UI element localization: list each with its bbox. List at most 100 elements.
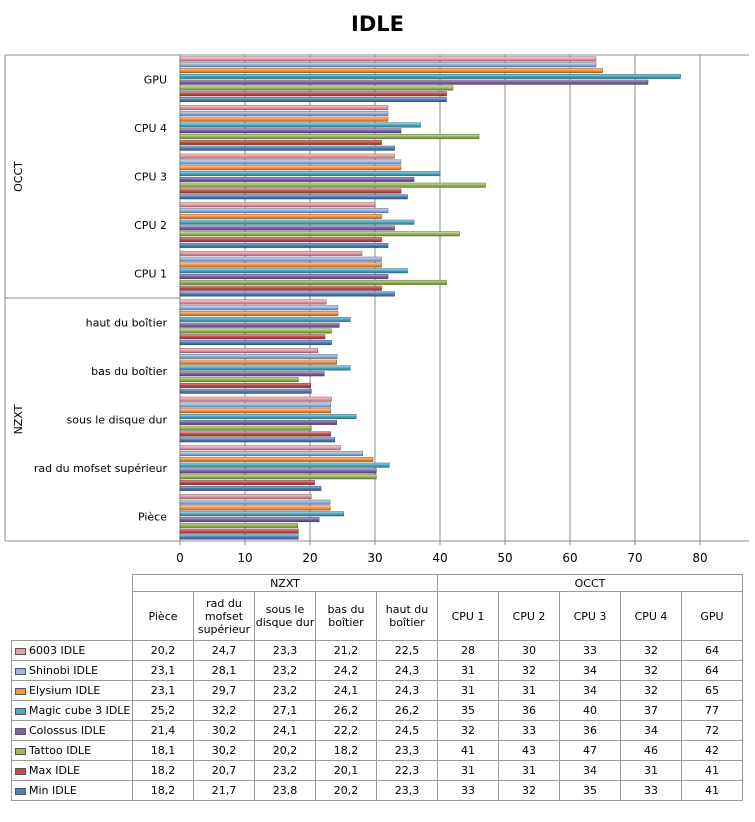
table-cell: 27,1 xyxy=(254,700,316,721)
bar xyxy=(179,522,298,528)
table-cell: 23,3 xyxy=(376,740,438,761)
table-cell: 35 xyxy=(437,700,499,721)
bar xyxy=(179,256,382,262)
bar xyxy=(179,402,332,408)
table-cell: 77 xyxy=(681,700,743,721)
bar xyxy=(179,528,299,534)
group-label-occt: OCCT xyxy=(12,161,25,192)
bar xyxy=(179,382,311,388)
category-label: CPU 1 xyxy=(134,268,167,281)
table-cell: 47 xyxy=(559,740,621,761)
table-cell: 24,1 xyxy=(315,680,377,701)
bar xyxy=(179,202,376,208)
bar xyxy=(179,165,402,171)
table-cell: 40 xyxy=(559,700,621,721)
bar xyxy=(179,250,363,256)
table-cell: 28,1 xyxy=(193,660,255,681)
table-column-header: CPU 2 xyxy=(498,591,560,641)
legend-label: 6003 IDLE xyxy=(29,644,86,657)
table-cell: 33 xyxy=(437,780,499,801)
legend-entry: 6003 IDLE xyxy=(11,640,133,661)
table-cell: 32 xyxy=(437,720,499,741)
table-cell: 30 xyxy=(498,640,560,661)
category-label: CPU 2 xyxy=(134,219,167,232)
table-column-header: GPU xyxy=(681,591,743,641)
bar xyxy=(179,377,299,383)
table-cell: 31 xyxy=(437,660,499,681)
table-cell: 43 xyxy=(498,740,560,761)
bar xyxy=(179,340,332,346)
bar xyxy=(179,348,319,354)
bar xyxy=(179,328,332,334)
table-cell: 30,2 xyxy=(193,740,255,761)
bar xyxy=(179,388,312,394)
table-cell: 33 xyxy=(498,720,560,741)
legend-label: Magic cube 3 IDLE xyxy=(29,704,131,717)
bar xyxy=(179,262,382,268)
category-label: rad du mofset supérieur xyxy=(34,462,168,475)
table-cell: 30,2 xyxy=(193,720,255,741)
table-column-header: CPU 3 xyxy=(559,591,621,641)
table-column-header: bas du boîtier xyxy=(315,591,377,641)
category-label: sous le disque dur xyxy=(67,414,168,427)
table-cell: 34 xyxy=(559,660,621,681)
table-cell: 28 xyxy=(437,640,499,661)
bar xyxy=(179,322,340,328)
data-table: NZXT OCCT Pièce rad du mofset supérieur sous… xyxy=(11,574,743,801)
bar xyxy=(179,353,338,359)
legend-swatch xyxy=(15,727,26,735)
table-cell: 18,1 xyxy=(132,740,194,761)
table-cell: 64 xyxy=(681,660,743,681)
table-cell: 18,2 xyxy=(315,740,377,761)
table-cell: 41 xyxy=(437,740,499,761)
bar xyxy=(179,419,337,425)
table-cell: 25,2 xyxy=(132,700,194,721)
bar xyxy=(179,414,357,420)
bar xyxy=(179,396,332,402)
table-column-header: Pièce xyxy=(132,591,194,641)
category-label: CPU 4 xyxy=(134,122,167,135)
bar-chart: 0 10 20 30 40 50 60 70 80 Pièce rad du mofset supé… xyxy=(4,54,749,565)
table-cell: 22,5 xyxy=(376,640,438,661)
table-cell: 31 xyxy=(620,760,682,781)
x-tick-label: 40 xyxy=(432,551,447,565)
legend-swatch xyxy=(15,647,26,655)
legend-entry: Tattoo IDLE xyxy=(11,740,133,761)
table-cell: 23,2 xyxy=(254,680,316,701)
bar xyxy=(179,474,377,480)
table-cell: 34 xyxy=(559,760,621,781)
bar xyxy=(179,305,339,311)
category-label: CPU 3 xyxy=(134,171,167,184)
legend-swatch xyxy=(15,687,26,695)
table-column-header: CPU 1 xyxy=(437,591,499,641)
bar xyxy=(179,279,447,285)
table-cell: 31 xyxy=(498,760,560,781)
table-cell: 31 xyxy=(498,680,560,701)
table-cell: 26,2 xyxy=(376,700,438,721)
bar xyxy=(179,242,389,248)
chart-title: IDLE xyxy=(351,12,404,36)
bar xyxy=(179,237,382,243)
bar xyxy=(179,208,389,214)
bar xyxy=(179,451,363,457)
bar xyxy=(179,182,486,188)
table-cell: 72 xyxy=(681,720,743,741)
bar xyxy=(179,153,395,159)
table-cell: 21,2 xyxy=(315,640,377,661)
bar xyxy=(179,116,389,122)
table-cell: 65 xyxy=(681,680,743,701)
table-cell: 23,8 xyxy=(254,780,316,801)
bar xyxy=(179,213,382,219)
group-label-nzxt: NZXT xyxy=(12,404,25,434)
table-cell: 31 xyxy=(437,760,499,781)
table-cell: 64 xyxy=(681,640,743,661)
table-cell: 20,1 xyxy=(315,760,377,781)
table-cell: 18,2 xyxy=(132,760,194,781)
table-cell: 36 xyxy=(559,720,621,741)
bar xyxy=(179,480,315,486)
table-cell: 34 xyxy=(620,720,682,741)
table-cell: 32 xyxy=(620,680,682,701)
bar xyxy=(179,122,421,128)
table-cell: 42 xyxy=(681,740,743,761)
category-label: Pièce xyxy=(138,511,167,524)
